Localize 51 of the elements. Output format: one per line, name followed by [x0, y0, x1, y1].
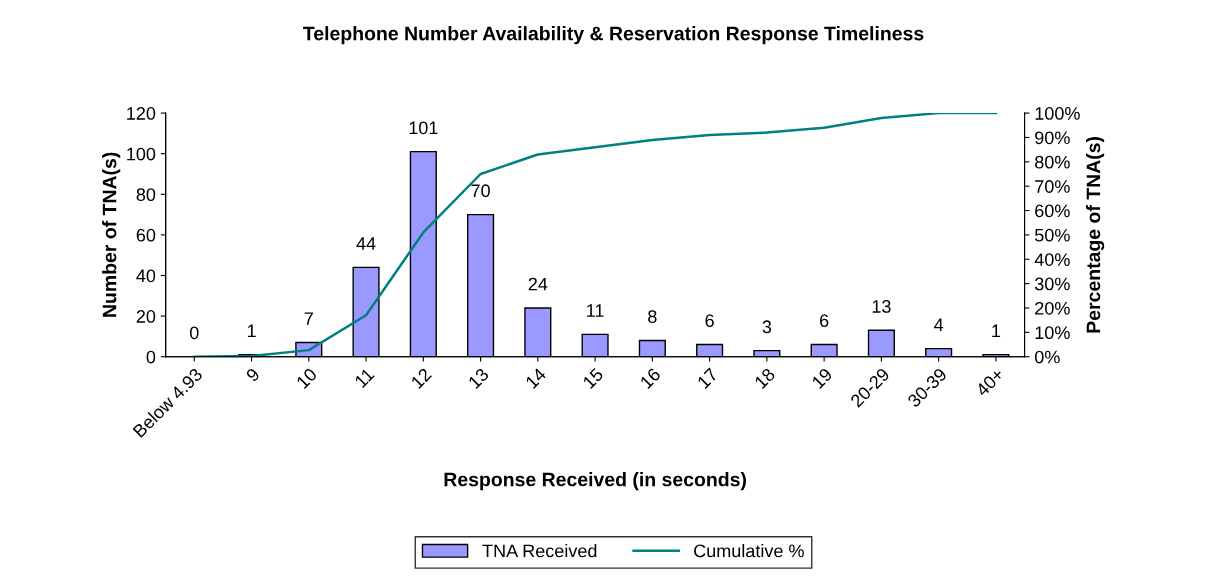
- x-tick-label: 19: [811, 367, 833, 390]
- data-label: 0: [189, 326, 199, 340]
- y2-tick-label: 0%: [1034, 350, 1060, 364]
- data-label: 70: [471, 184, 490, 198]
- data-label: 8: [648, 310, 657, 323]
- y-tick-label: 0: [146, 350, 156, 364]
- legend-label: TNA Received: [482, 544, 597, 558]
- y2-tick-label: 40%: [1034, 253, 1070, 266]
- y2-tick-label: 20%: [1035, 301, 1070, 315]
- y2-tick-label: 60%: [1035, 204, 1070, 218]
- y-tick-label: 20: [136, 310, 156, 323]
- data-label: 4: [934, 318, 944, 331]
- y-axis-title: Number of TNA(s): [102, 152, 121, 317]
- data-label: 24: [528, 277, 548, 291]
- x-tick-label: 9: [245, 367, 261, 383]
- x-tick-label: 40+: [974, 367, 1005, 398]
- data-label: 7: [304, 312, 313, 325]
- chart-title: Telephone Number Availability & Reservation Response Timeliness: [303, 26, 924, 45]
- data-label: 13: [872, 300, 891, 313]
- data-label: 44: [356, 237, 376, 250]
- x-tick-label: 16: [639, 367, 662, 390]
- y2-tick-label: 30%: [1034, 277, 1070, 291]
- y2-tick-label: 70%: [1035, 180, 1070, 193]
- y-tick-label: 80: [136, 188, 156, 202]
- x-tick-label: 11: [354, 367, 375, 388]
- y2-tick-label: 100%: [1035, 107, 1080, 120]
- y-tick-label: 120: [127, 107, 156, 120]
- y-tick-label: 60: [136, 228, 156, 242]
- x-tick-label: 10: [295, 367, 318, 390]
- y2-axis-title: Percentage of TNA(s): [1086, 137, 1105, 333]
- y2-tick-label: 90%: [1035, 131, 1070, 145]
- x-tick-label: 12: [410, 367, 432, 389]
- x-tick-label: 13: [467, 367, 490, 390]
- y-tick-label: 100: [127, 147, 156, 161]
- x-tick-label: 15: [582, 367, 604, 390]
- y-tick-label: 40: [136, 269, 156, 283]
- y2-tick-label: 10%: [1035, 326, 1070, 340]
- y2-tick-label: 50%: [1034, 228, 1070, 242]
- data-label: 101: [409, 121, 438, 135]
- data-label: 6: [705, 314, 714, 328]
- x-tick-label: 18: [753, 367, 776, 390]
- x-tick-label: 17: [696, 367, 719, 389]
- data-label: 11: [587, 304, 604, 317]
- x-tick-label: 14: [525, 367, 547, 389]
- data-label: 3: [762, 320, 772, 334]
- y2-tick-label: 80%: [1035, 155, 1070, 169]
- data-label: 6: [820, 314, 829, 328]
- legend-label: Cumulative %: [694, 544, 804, 558]
- data-label: 1: [247, 324, 256, 338]
- x-axis-title: Response Received (in seconds): [444, 472, 746, 491]
- data-label: 1: [992, 324, 1001, 338]
